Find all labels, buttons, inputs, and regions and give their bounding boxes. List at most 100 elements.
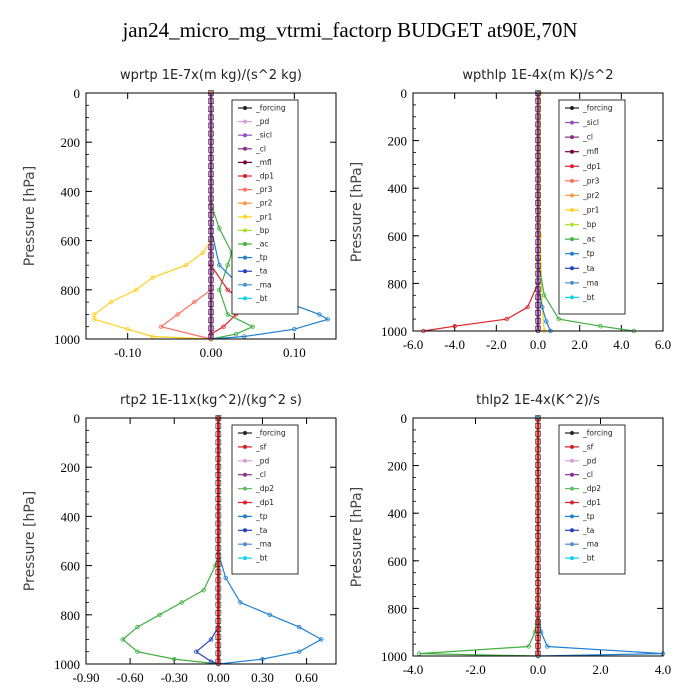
- stack-marker: [535, 595, 541, 602]
- stack-marker: [535, 619, 541, 626]
- stack-marker: [208, 301, 214, 307]
- x-tick-label: -0.10: [114, 345, 141, 360]
- data-point: [135, 624, 140, 630]
- stack-marker: [535, 470, 541, 476]
- panel-1: wprtp 1E-7x(m kg)/(s^2 kg) Pressure [hPa]…: [22, 68, 337, 360]
- data-point: [544, 319, 549, 324]
- data-point: [158, 324, 164, 329]
- legend-label: _forcing: [582, 104, 613, 113]
- legend-marker: [570, 431, 574, 435]
- stack-marker: [215, 423, 222, 429]
- stack-marker: [535, 635, 541, 641]
- data-point: [225, 287, 230, 292]
- legend-label: _ta: [582, 264, 594, 273]
- legend-label: _sf: [582, 442, 594, 451]
- plot-frame: [412, 417, 664, 657]
- y-axis-label: Pressure [hPa]: [22, 491, 38, 591]
- legend-label: _ma: [582, 540, 599, 549]
- y-tick-label: 1000: [381, 649, 407, 664]
- stack-marker: [208, 203, 214, 210]
- legend-label: _bt: [582, 293, 595, 302]
- legend-label: _pd: [255, 456, 270, 465]
- stack-marker: [215, 520, 222, 527]
- data-point: [172, 656, 177, 662]
- stack-marker: [215, 439, 222, 446]
- data-point: [556, 316, 562, 322]
- plot-frame: [85, 417, 337, 665]
- stack-marker: [208, 220, 214, 226]
- legend-marker: [243, 458, 247, 463]
- stack-marker: [208, 260, 214, 267]
- legend-label: _mfl: [255, 158, 272, 167]
- stack-marker: [535, 509, 541, 516]
- stack-marker: [535, 642, 541, 649]
- stack-marker: [215, 634, 222, 640]
- data-point: [179, 600, 184, 605]
- legend-marker: [243, 255, 247, 260]
- stack-marker: [215, 455, 222, 462]
- legend-marker: [243, 486, 247, 491]
- series-line: [419, 418, 539, 657]
- stack-marker: [215, 447, 222, 454]
- stack-marker: [535, 485, 541, 492]
- legend-label: _sicl: [582, 118, 599, 127]
- x-tick-label: 0.00: [200, 345, 223, 360]
- data-point: [175, 312, 180, 317]
- stack-marker: [535, 430, 541, 437]
- stack-marker: [535, 501, 541, 508]
- legend-marker: [243, 528, 247, 533]
- stack-marker: [215, 553, 222, 559]
- legend-label: _pr2: [582, 191, 600, 200]
- stack-marker: [215, 472, 222, 478]
- data-point: [225, 263, 230, 268]
- x-tick-label: -6.0: [403, 337, 424, 352]
- y-tick-label: 800: [61, 608, 81, 623]
- series-line: [210, 93, 330, 340]
- data-point: [598, 324, 603, 329]
- stack-marker: [535, 262, 541, 269]
- stack-marker: [535, 533, 541, 539]
- x-tick-label: 0.10: [283, 345, 306, 360]
- data-point: [183, 263, 189, 268]
- x-tick-label: -2.0: [486, 337, 507, 352]
- legend-marker: [243, 133, 247, 138]
- legend-marker: [243, 542, 247, 547]
- legend-label: _dp2: [582, 484, 601, 493]
- panel-3: rtp2 1E-11x(kg^2)/(kg^2 s) Pressure [hPa]…: [22, 393, 337, 685]
- legend-box: [558, 99, 626, 315]
- stack-marker: [535, 627, 541, 633]
- stack-marker: [535, 517, 541, 523]
- x-tick-label: 6.0: [655, 337, 671, 352]
- legend-marker: [570, 444, 574, 449]
- legend-label: _bt: [255, 294, 268, 303]
- stack-marker: [535, 454, 541, 461]
- data-point: [545, 644, 550, 649]
- legend-marker: [243, 174, 247, 178]
- data-point: [225, 312, 230, 317]
- data-point: [217, 263, 222, 268]
- legend-marker: [570, 222, 574, 227]
- data-point: [250, 324, 255, 329]
- data-point: [217, 226, 222, 231]
- stack-marker: [535, 564, 541, 571]
- y-tick-label: 600: [388, 229, 408, 244]
- legend-marker: [243, 269, 247, 274]
- legend-marker: [243, 500, 247, 505]
- y-tick-label: 400: [388, 506, 408, 521]
- stack-marker: [535, 98, 541, 104]
- data-point: [260, 656, 265, 662]
- legend-label: _ta: [255, 267, 267, 276]
- data-point: [542, 293, 547, 298]
- stack-marker: [215, 650, 222, 657]
- x-tick-label: 0.30: [251, 670, 274, 685]
- stack-marker: [535, 231, 541, 238]
- legend-label: _ma: [582, 278, 599, 287]
- data-point: [297, 624, 302, 630]
- series-line: [217, 418, 323, 665]
- stack-marker: [208, 130, 214, 137]
- x-tick-label: -4.0: [444, 337, 465, 352]
- stack-marker: [535, 168, 541, 175]
- y-tick-label: 0: [401, 86, 408, 101]
- legend-label: _pd: [255, 117, 270, 126]
